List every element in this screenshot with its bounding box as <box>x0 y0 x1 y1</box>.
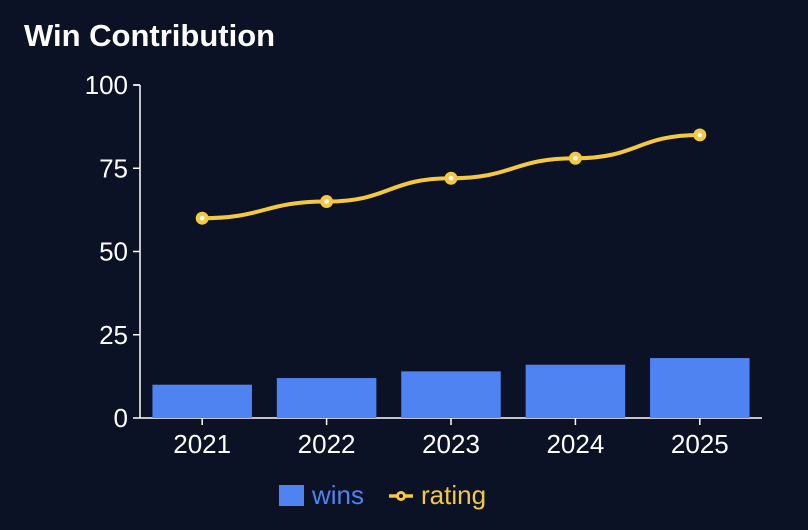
y-tick-label: 100 <box>85 70 128 100</box>
y-tick-label: 0 <box>114 403 128 433</box>
line-series <box>195 128 707 225</box>
chart-legend: wins rating <box>279 480 486 510</box>
bar-series <box>152 358 750 418</box>
legend-label-wins: wins <box>311 480 364 510</box>
x-tick-label: 2022 <box>298 429 356 459</box>
bar <box>650 358 750 418</box>
chart-title: Win Contribution <box>24 18 276 53</box>
bar <box>276 378 377 418</box>
y-tick-label: 50 <box>99 237 128 267</box>
x-tick-label: 2024 <box>546 429 604 459</box>
line-point-center <box>324 199 329 204</box>
bar <box>401 371 501 418</box>
x-tick-label: 2025 <box>671 429 729 459</box>
y-tick-label: 75 <box>99 153 128 183</box>
line-point-center <box>199 215 205 221</box>
legend-swatch-rating-center <box>399 494 403 498</box>
line-point-center <box>697 132 703 138</box>
y-tick-label: 25 <box>99 320 128 350</box>
bar <box>152 384 252 418</box>
legend-swatch-wins <box>279 485 304 506</box>
line-point-center <box>573 155 578 161</box>
line-point-center <box>448 175 454 181</box>
x-tick-label: 2021 <box>173 429 231 459</box>
legend-label-rating: rating <box>421 480 486 510</box>
x-tick-label: 2023 <box>422 429 480 459</box>
bar <box>525 364 626 418</box>
chart-axes: 0 25 50 75 100 2021 2022 2023 2024 2025 <box>85 70 762 459</box>
